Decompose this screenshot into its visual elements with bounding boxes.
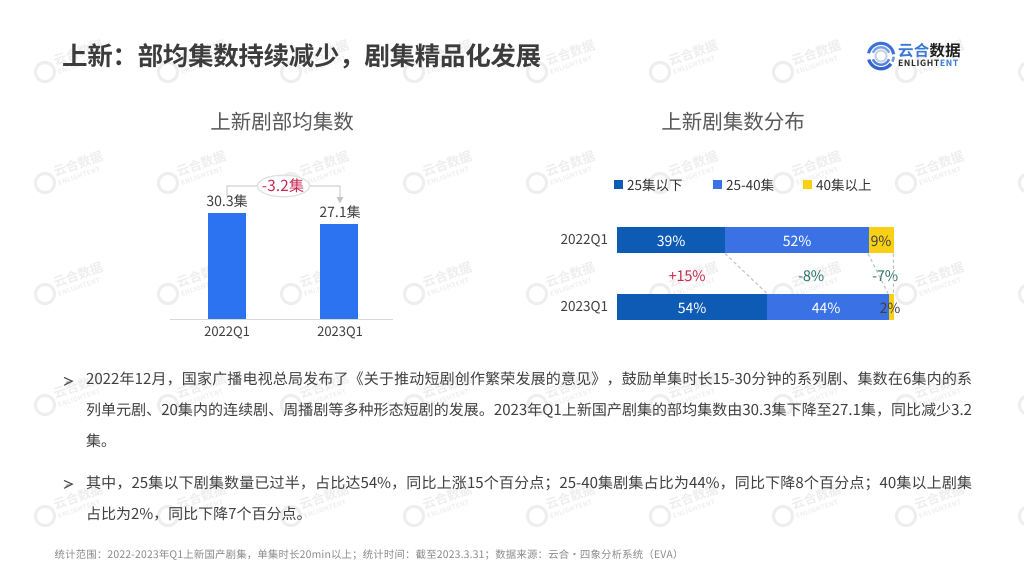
svg-text:-3.2集: -3.2集 <box>262 174 305 196</box>
